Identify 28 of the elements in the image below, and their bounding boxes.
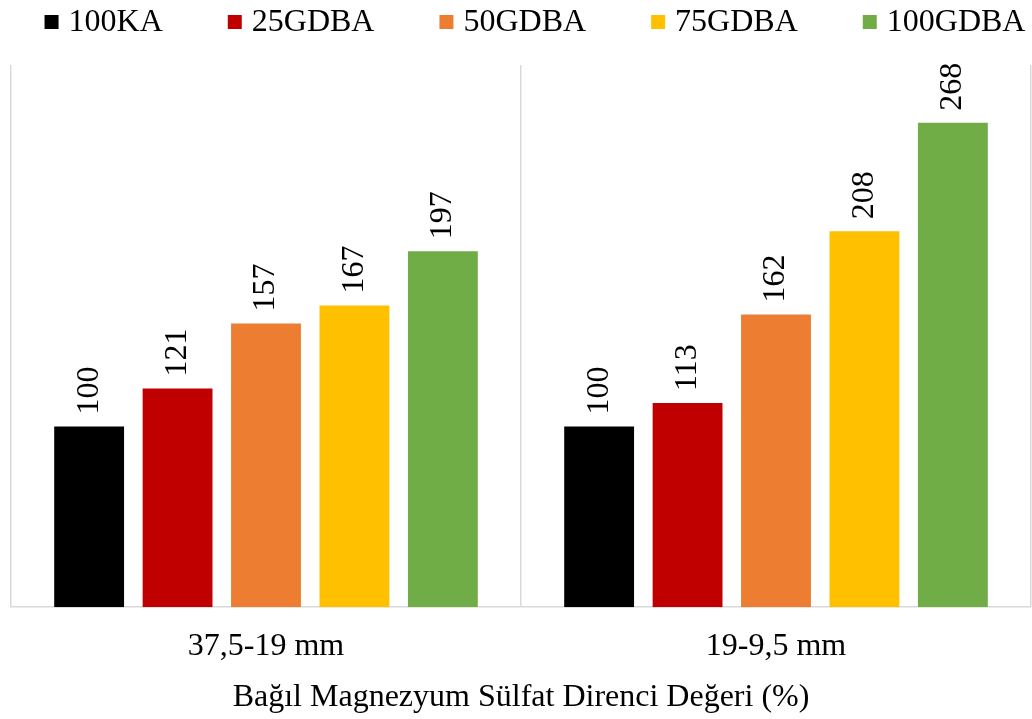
- x-tick-label: 37,5-19 mm: [187, 625, 345, 662]
- legend-label: 25GDBA: [251, 2, 375, 39]
- legend-label: 100GDBA: [886, 2, 1026, 39]
- data-label: 197: [422, 191, 459, 240]
- bar: [652, 402, 723, 608]
- data-label: 167: [333, 245, 370, 294]
- data-label: 100: [68, 366, 105, 415]
- x-tick-label: 19-9,5 mm: [705, 625, 847, 662]
- bar: [564, 426, 635, 608]
- bar: [54, 426, 125, 608]
- legend-label: 50GDBA: [463, 2, 587, 39]
- legend-label: 75GDBA: [675, 2, 798, 39]
- bar: [319, 305, 390, 608]
- bar: [407, 251, 478, 608]
- data-label: 121: [156, 328, 193, 377]
- data-label: 268: [932, 62, 969, 111]
- data-label: 113: [666, 344, 703, 391]
- data-label: 100: [578, 366, 615, 415]
- legend-label: 100KA: [68, 2, 163, 39]
- data-label: 157: [245, 263, 282, 312]
- x-axis-title: Bağıl Magnezyum Sülfat Direnci Değeri (%): [232, 677, 810, 714]
- bar: [741, 314, 811, 608]
- data-label: 208: [843, 171, 880, 220]
- bar: [917, 122, 988, 608]
- bar: [829, 231, 900, 608]
- bar: [142, 388, 213, 608]
- data-label: 162: [755, 254, 792, 303]
- bar: [231, 323, 301, 608]
